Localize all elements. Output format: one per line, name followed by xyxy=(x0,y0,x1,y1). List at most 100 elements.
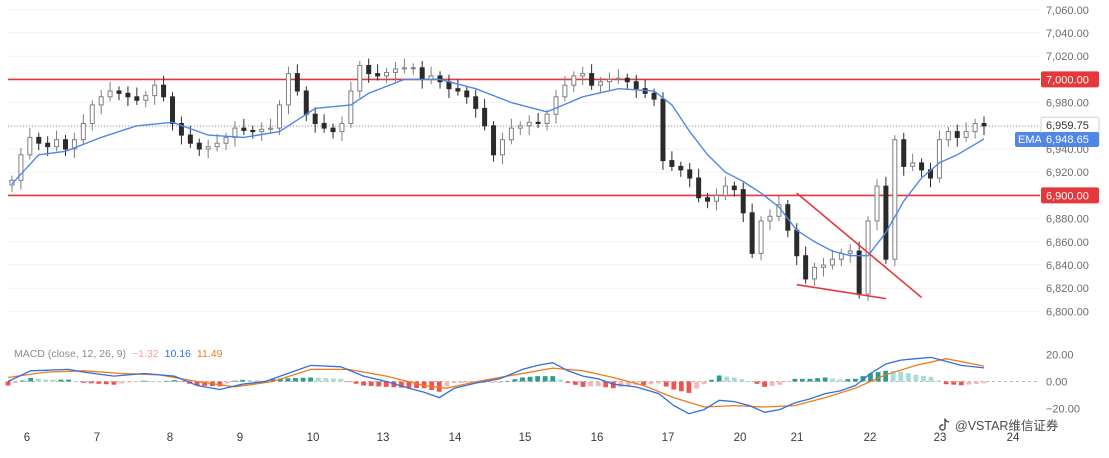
candle-body xyxy=(63,139,69,150)
candle-body xyxy=(357,64,363,92)
macd-title-label: MACD (close, 12, 26, 9) xyxy=(14,348,126,360)
candle-body xyxy=(731,185,737,191)
candle-body xyxy=(312,113,318,124)
ema-line xyxy=(11,78,985,257)
macd-histogram-bar xyxy=(429,381,435,390)
candle-body xyxy=(241,127,247,131)
pattern-trendline xyxy=(796,192,923,299)
candle-body xyxy=(482,107,488,127)
macd-histogram-bar xyxy=(353,381,359,384)
candle-body xyxy=(384,71,390,77)
candle-body xyxy=(722,185,728,196)
macd-histogram-bar xyxy=(603,381,609,388)
candle-body xyxy=(330,127,336,133)
price-tick-label: 6,840.00 xyxy=(1046,260,1089,272)
candle-body xyxy=(562,84,568,98)
time-tick-label: 20 xyxy=(734,432,747,444)
macd-histogram-bar xyxy=(217,381,223,387)
tiktok-icon xyxy=(939,418,950,431)
time-tick-label: 7 xyxy=(94,432,100,444)
macd-histogram-bar xyxy=(883,370,889,382)
macd-histogram-bar xyxy=(156,381,162,383)
level-tag xyxy=(1041,71,1099,88)
level-tag-label: 6,900.00 xyxy=(1046,190,1089,202)
time-tick-label: 14 xyxy=(449,432,462,444)
price-axis[interactable]: 7,060.00 7,040.00 7,020.00 7,000.00 6,980.00… xyxy=(1015,5,1100,319)
macd-histogram-bar xyxy=(315,377,321,382)
time-tick-label: 6 xyxy=(24,432,30,444)
macd-value: 10.16 xyxy=(165,348,191,360)
price-tick-label: 6,800.00 xyxy=(1046,306,1089,318)
macd-histogram-bar xyxy=(875,372,881,382)
macd-histogram-bar xyxy=(149,381,155,382)
macd-histogram-bar xyxy=(300,377,306,382)
price-tick-label: 6,860.00 xyxy=(1046,237,1089,249)
candle-body xyxy=(820,264,826,268)
candle-body xyxy=(268,127,274,130)
candle-body xyxy=(259,128,265,133)
macd-histogram-bar xyxy=(255,380,261,382)
macd-histogram-bar xyxy=(111,381,117,385)
candle-body xyxy=(535,121,541,124)
macd-histogram-bar xyxy=(898,371,904,382)
ema-name: EMA xyxy=(1018,134,1043,146)
candle-body xyxy=(339,122,345,133)
macd-histogram-bar xyxy=(588,381,593,387)
macd-histogram-bar xyxy=(467,381,472,383)
candle-body xyxy=(812,266,818,280)
macd-histogram-bar xyxy=(482,381,488,383)
macd-histogram-bar xyxy=(406,381,412,388)
macd-histogram-bar xyxy=(66,379,71,382)
candle-body xyxy=(713,194,719,202)
candle-body xyxy=(749,212,755,254)
candle-body xyxy=(553,96,559,115)
macd-histogram-bar xyxy=(285,378,291,382)
macd-histogram-bar xyxy=(845,379,851,382)
macd-histogram-bar xyxy=(172,380,177,382)
macd-histogram-bar xyxy=(678,381,684,392)
candle-body xyxy=(491,125,497,156)
candle-body xyxy=(45,142,51,148)
macd-histogram-bar xyxy=(671,381,677,390)
macd-histogram-bar xyxy=(595,381,601,387)
macd-histogram-bar xyxy=(974,381,979,384)
pattern-trendline xyxy=(796,283,887,300)
macd-histogram-bar xyxy=(270,378,276,382)
candle-body xyxy=(464,90,470,98)
candle-body xyxy=(633,81,639,90)
macd-value: −1.32 xyxy=(132,348,159,360)
candle-body xyxy=(277,104,283,129)
macd-histogram-bar xyxy=(792,378,798,382)
macd-histogram-bar xyxy=(663,381,669,387)
candle-body xyxy=(624,77,630,83)
macd-histogram-bar xyxy=(504,381,510,382)
candle-body xyxy=(740,189,746,214)
candle-body xyxy=(865,220,871,295)
price-tick-label: 6,940.00 xyxy=(1046,144,1089,156)
time-axis[interactable]: 6 7 8 9 10 13 14 15 16 17 20 21 22 23 24 xyxy=(24,432,1020,444)
macd-histogram-bar xyxy=(81,381,87,383)
macd-histogram-bar xyxy=(383,381,389,387)
macd-histogram-bar xyxy=(550,376,556,382)
macd-histogram-bar xyxy=(20,380,26,382)
time-tick-label: 16 xyxy=(591,432,604,444)
macd-pane[interactable]: MACD (close, 12, 26, 9) −1.32 10.16 11.49 2… xyxy=(5,348,1080,415)
ema-name-tag xyxy=(1015,131,1042,147)
candle-body xyxy=(606,78,612,83)
price-pane[interactable] xyxy=(8,9,1040,312)
level-tag-label: 7,000.00 xyxy=(1046,74,1089,86)
macd-histogram-bar xyxy=(164,380,170,382)
time-tick-label: 22 xyxy=(864,432,877,444)
last-price-value: 6,959.75 xyxy=(1046,120,1089,132)
macd-histogram-bar xyxy=(489,381,495,383)
macd-histogram-bar xyxy=(232,380,238,382)
macd-histogram-bar xyxy=(103,381,109,385)
candle-body xyxy=(499,139,505,156)
macd-histogram-bar xyxy=(5,381,11,386)
macd-histogram-bar xyxy=(323,378,329,382)
macd-histogram-bar xyxy=(830,378,836,382)
candle-body xyxy=(847,250,853,254)
macd-histogram-bar xyxy=(868,373,873,382)
time-tick-label: 23 xyxy=(934,432,947,444)
macd-histogram-bar xyxy=(179,381,185,383)
